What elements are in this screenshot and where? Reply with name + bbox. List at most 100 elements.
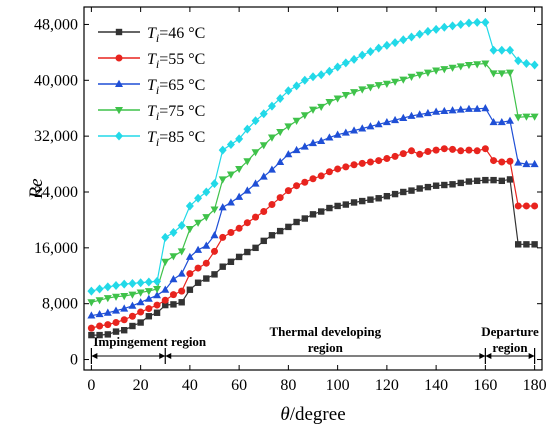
data-point — [177, 220, 186, 230]
data-point — [301, 178, 309, 186]
data-point — [440, 66, 449, 74]
data-point — [407, 73, 416, 82]
data-point — [382, 80, 391, 88]
series-4 — [87, 60, 539, 307]
data-point — [391, 190, 399, 198]
data-point — [341, 128, 350, 136]
data-point — [112, 281, 121, 291]
data-point — [211, 271, 218, 278]
data-point — [300, 75, 309, 85]
data-point — [103, 282, 112, 292]
data-point — [226, 198, 235, 206]
legend-symbol: T — [147, 103, 157, 120]
data-point — [374, 120, 383, 128]
data-point — [383, 154, 391, 162]
data-point — [292, 117, 301, 125]
x-tick-label: 40 — [182, 377, 198, 394]
data-point — [465, 178, 473, 185]
data-point — [137, 319, 144, 326]
data-point — [497, 45, 506, 55]
data-point — [185, 225, 194, 234]
data-point — [267, 165, 276, 173]
data-point — [309, 211, 317, 218]
data-point — [309, 106, 317, 114]
data-point — [267, 101, 276, 111]
data-point — [103, 295, 112, 303]
data-point — [235, 224, 243, 232]
data-point — [276, 157, 285, 165]
legend-label: Ti=46 °C — [147, 25, 205, 45]
data-point — [276, 93, 285, 103]
region-arrowhead — [485, 353, 492, 359]
data-point — [177, 248, 186, 256]
data-point — [400, 188, 407, 196]
series-1 — [88, 176, 538, 339]
data-point — [259, 109, 268, 119]
data-point — [309, 138, 317, 147]
data-point — [382, 117, 391, 126]
x-axis-symbol: θ — [280, 404, 289, 425]
data-point — [366, 84, 375, 92]
data-point — [342, 163, 350, 171]
data-point — [169, 291, 177, 299]
data-point — [285, 223, 292, 231]
data-point — [87, 324, 95, 332]
data-point — [186, 270, 194, 278]
data-point — [218, 145, 227, 155]
legend-label: Ti=65 °C — [147, 77, 205, 97]
data-point — [88, 331, 95, 339]
data-point — [194, 245, 203, 253]
region-arrowhead — [528, 353, 535, 359]
data-point — [456, 19, 465, 29]
data-point — [432, 182, 440, 189]
data-point — [317, 208, 325, 215]
data-point — [112, 306, 121, 314]
data-point — [531, 202, 539, 210]
data-point — [333, 95, 342, 103]
data-point — [531, 241, 538, 248]
data-point — [506, 157, 514, 165]
data-point — [514, 114, 523, 122]
data-point — [120, 279, 129, 289]
data-point — [178, 287, 186, 295]
y-tick-label: 24,000 — [34, 184, 78, 201]
data-point — [309, 72, 317, 82]
data-point — [128, 312, 136, 320]
data-point — [161, 232, 170, 242]
data-point — [260, 237, 267, 245]
data-point — [399, 113, 408, 121]
data-point — [268, 232, 276, 239]
data-point — [104, 331, 112, 338]
data-point — [522, 113, 531, 121]
legend: Ti=46 °CTi=55 °CTi=65 °CTi=75 °CTi=85 °C — [98, 25, 205, 149]
data-point — [121, 327, 128, 334]
data-point — [423, 26, 432, 36]
series-5 — [87, 17, 539, 296]
data-point — [276, 227, 284, 235]
legend-subscript: i — [156, 109, 159, 123]
data-point — [382, 40, 391, 50]
legend-subscript: i — [156, 83, 159, 97]
data-point — [481, 104, 490, 112]
data-point — [448, 21, 457, 31]
data-point — [456, 63, 465, 71]
data-point — [497, 117, 506, 126]
series-layer — [87, 17, 539, 339]
data-point — [202, 214, 211, 222]
data-point — [153, 291, 162, 299]
data-point — [177, 269, 186, 277]
data-point — [464, 18, 473, 28]
region-arrowhead — [91, 353, 98, 359]
data-point — [366, 122, 375, 130]
data-point — [350, 199, 358, 206]
x-axis-title: θ/degree — [280, 404, 345, 425]
data-point — [95, 297, 104, 305]
legend-label: Ti=85 °C — [147, 129, 205, 149]
data-point — [399, 35, 408, 45]
data-point — [210, 179, 219, 189]
x-axis-unit: /degree — [290, 404, 346, 425]
data-point — [317, 136, 326, 145]
data-point — [399, 76, 408, 84]
data-point — [317, 172, 325, 180]
